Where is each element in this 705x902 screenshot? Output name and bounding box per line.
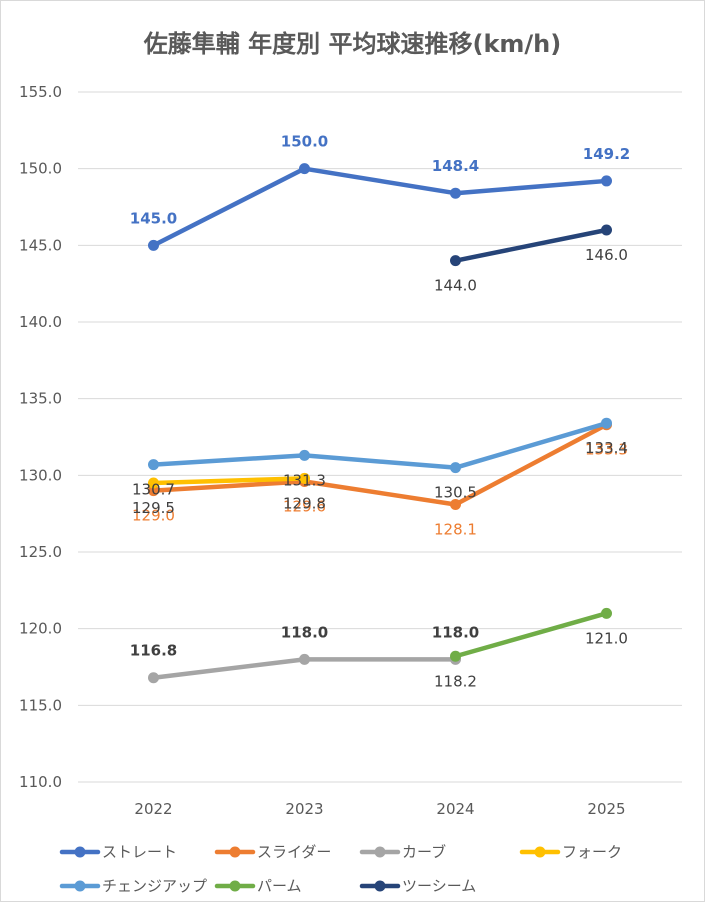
data-label: 133.3 [585, 441, 628, 459]
data-point [601, 175, 612, 187]
data-label: 118.2 [434, 672, 477, 690]
data-point [450, 650, 461, 662]
data-point [450, 187, 461, 199]
data-label: 150.0 [281, 133, 328, 151]
legend-label: フォーク [562, 843, 622, 861]
data-label: 129.0 [132, 507, 175, 525]
legend-marker [374, 846, 386, 858]
y-tick-label: 120.0 [19, 620, 62, 638]
data-point [450, 498, 461, 510]
data-label: 121.0 [585, 629, 628, 647]
y-tick-label: 110.0 [19, 773, 62, 791]
legend-label: ツーシーム [402, 877, 476, 895]
data-labels: 145.0 150.0 148.4 149.2 129.0 129.6 128.1 133.3… [130, 133, 630, 691]
data-point [148, 477, 159, 489]
data-point [148, 672, 159, 684]
data-point [148, 239, 159, 251]
data-point [299, 163, 310, 175]
series-line [453, 227, 609, 263]
x-tick-label: 2023 [285, 800, 323, 818]
y-tick-label: 155.0 [19, 83, 62, 101]
gridlines [78, 91, 682, 783]
x-axis: 2022 2023 2024 2025 [134, 800, 625, 818]
legend-label: カーブ [402, 843, 446, 861]
series-line [151, 422, 609, 507]
y-tick-label: 145.0 [19, 236, 62, 254]
series-line [151, 420, 609, 470]
legend-label: スライダー [257, 843, 331, 861]
legend-label: ストレート [102, 843, 177, 861]
data-point [299, 472, 310, 484]
data-label: 129.6 [283, 497, 326, 515]
data-point [450, 462, 461, 474]
data-label: 145.0 [130, 209, 177, 227]
x-tick-label: 2022 [134, 800, 172, 818]
series-line [151, 476, 307, 486]
data-label: 144.0 [434, 277, 477, 295]
y-tick-label: 125.0 [19, 543, 62, 561]
series-line [151, 166, 609, 248]
data-point [601, 224, 612, 236]
x-tick-label: 2024 [436, 800, 474, 818]
data-label: 149.2 [583, 145, 630, 163]
legend-marker [229, 880, 241, 892]
data-label: 129.5 [132, 499, 175, 517]
data-label: 128.1 [434, 520, 477, 538]
data-label: 130.5 [434, 484, 477, 502]
data-label: 118.0 [281, 623, 328, 641]
data-label: 129.8 [283, 494, 326, 512]
y-tick-label: 115.0 [19, 696, 62, 714]
data-label: 146.0 [585, 246, 628, 264]
data-point [148, 459, 159, 471]
data-point [601, 607, 612, 619]
data-point [299, 653, 310, 665]
legend-marker [374, 880, 386, 892]
x-tick-label: 2025 [587, 800, 625, 818]
data-label: 133.4 [585, 439, 628, 457]
data-point [450, 255, 461, 267]
legend-marker [229, 846, 241, 858]
y-tick-label: 140.0 [19, 313, 62, 331]
legend-label: チェンジアップ [102, 877, 207, 895]
legend-marker [534, 846, 546, 858]
data-label: 148.4 [432, 157, 479, 175]
series-lines [148, 163, 612, 684]
series-line [453, 611, 609, 659]
data-label: 116.8 [130, 642, 177, 660]
data-point [148, 485, 159, 497]
legend-marker [74, 846, 86, 858]
data-point [601, 417, 612, 429]
data-label: 130.7 [132, 481, 175, 499]
data-label: 131.3 [283, 471, 326, 489]
legend-marker [74, 880, 86, 892]
y-tick-label: 135.0 [19, 390, 62, 408]
legend-label: パーム [257, 877, 302, 895]
y-tick-label: 130.0 [19, 466, 62, 484]
chart-title: 佐藤隼輔 年度別 平均球速推移(km/h) [143, 30, 562, 58]
y-tick-label: 150.0 [19, 160, 62, 178]
data-label: 118.0 [432, 623, 479, 641]
y-axis: 110.0 115.0 120.0 125.0 130.0 135.0 140.0 145.0… [19, 83, 62, 791]
data-point [299, 449, 310, 461]
